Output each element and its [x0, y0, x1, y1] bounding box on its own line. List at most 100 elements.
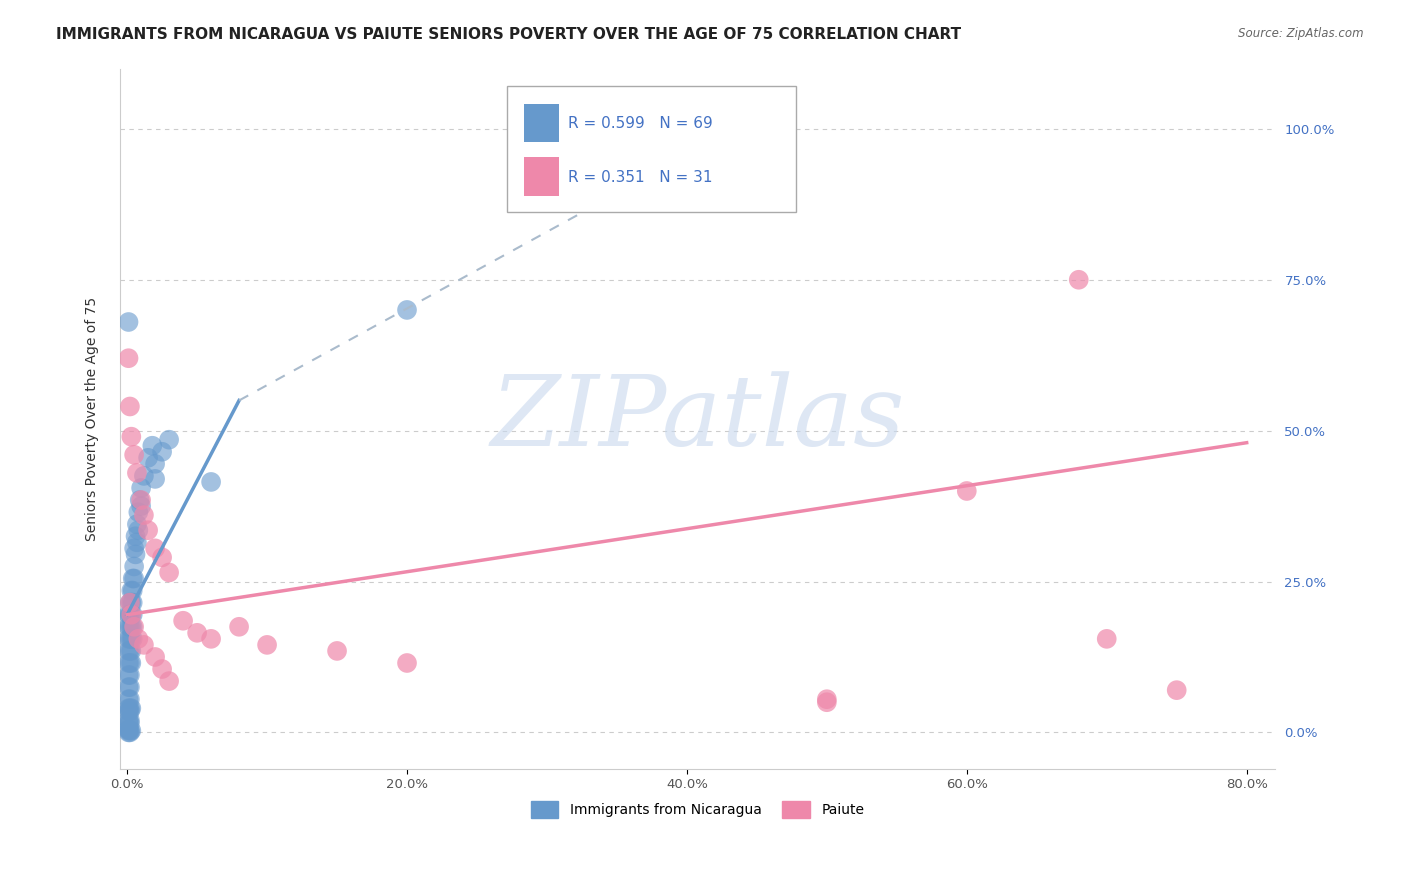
Point	[125, 535, 148, 549]
Point	[118, 656, 141, 670]
Bar	[524, 103, 558, 142]
Point	[1095, 632, 1118, 646]
Point	[120, 723, 142, 738]
Point	[150, 444, 173, 458]
Point	[118, 723, 141, 738]
Point	[129, 481, 152, 495]
Point	[129, 499, 152, 513]
Point	[132, 638, 155, 652]
Point	[120, 620, 142, 634]
Point	[157, 433, 180, 447]
Point	[228, 620, 250, 634]
Point	[200, 632, 222, 646]
Point	[117, 714, 139, 728]
Point	[117, 607, 139, 622]
Point	[122, 572, 145, 586]
FancyBboxPatch shape	[508, 86, 796, 212]
Point	[118, 596, 141, 610]
Point	[122, 448, 145, 462]
Point	[118, 644, 141, 658]
Point	[120, 632, 142, 646]
Point	[121, 632, 143, 646]
Point	[125, 517, 148, 532]
Point	[129, 493, 152, 508]
Point	[120, 607, 142, 622]
Point	[120, 701, 142, 715]
Point	[117, 644, 139, 658]
Point	[395, 656, 418, 670]
Text: Source: ZipAtlas.com: Source: ZipAtlas.com	[1239, 27, 1364, 40]
Point	[121, 620, 143, 634]
Point	[143, 472, 166, 486]
Point	[121, 572, 143, 586]
Point	[117, 656, 139, 670]
Y-axis label: Seniors Poverty Over the Age of 75: Seniors Poverty Over the Age of 75	[86, 296, 100, 541]
Point	[122, 620, 145, 634]
Point	[120, 430, 142, 444]
Text: IMMIGRANTS FROM NICARAGUA VS PAIUTE SENIORS POVERTY OVER THE AGE OF 75 CORRELATI: IMMIGRANTS FROM NICARAGUA VS PAIUTE SENI…	[56, 27, 962, 42]
Point	[815, 695, 838, 709]
Point	[121, 596, 143, 610]
Point	[120, 583, 142, 598]
Point	[127, 632, 149, 646]
Point	[117, 716, 139, 731]
Point	[118, 701, 141, 715]
Point	[127, 523, 149, 537]
Point	[150, 662, 173, 676]
Point	[124, 547, 146, 561]
Text: ZIPatlas: ZIPatlas	[491, 371, 904, 467]
Point	[157, 674, 180, 689]
Point	[118, 692, 141, 706]
Point	[172, 614, 194, 628]
Legend: Immigrants from Nicaragua, Paiute: Immigrants from Nicaragua, Paiute	[523, 794, 872, 825]
Point	[121, 583, 143, 598]
Point	[143, 649, 166, 664]
Bar	[524, 157, 558, 196]
Point	[118, 632, 141, 646]
Text: R = 0.351   N = 31: R = 0.351 N = 31	[568, 169, 713, 185]
Text: R = 0.599   N = 69: R = 0.599 N = 69	[568, 116, 713, 130]
Point	[117, 701, 139, 715]
Point	[117, 351, 139, 366]
Point	[117, 723, 139, 738]
Point	[117, 668, 139, 682]
Point	[117, 725, 139, 739]
Point	[143, 541, 166, 556]
Point	[117, 704, 139, 718]
Point	[117, 692, 139, 706]
Point	[117, 723, 139, 737]
Point	[118, 620, 141, 634]
Point	[132, 469, 155, 483]
Point	[118, 714, 141, 728]
Point	[127, 505, 149, 519]
Point	[125, 466, 148, 480]
Point	[118, 607, 141, 622]
Point	[121, 607, 143, 622]
Point	[122, 559, 145, 574]
Point	[117, 620, 139, 634]
Point	[141, 439, 163, 453]
Point	[143, 457, 166, 471]
Point	[122, 541, 145, 556]
Point	[118, 725, 141, 739]
Point	[150, 550, 173, 565]
Point	[128, 493, 150, 508]
Point	[136, 450, 159, 465]
Point	[120, 607, 142, 622]
Point	[118, 668, 141, 682]
Point	[326, 644, 349, 658]
Point	[157, 566, 180, 580]
Point	[186, 625, 208, 640]
Point	[118, 680, 141, 694]
Point	[120, 656, 142, 670]
Point	[1166, 683, 1188, 698]
Point	[200, 475, 222, 489]
Point	[815, 692, 838, 706]
Point	[956, 483, 979, 498]
Point	[124, 529, 146, 543]
Point	[395, 302, 418, 317]
Point	[117, 632, 139, 646]
Point	[120, 644, 142, 658]
Point	[256, 638, 278, 652]
Point	[117, 680, 139, 694]
